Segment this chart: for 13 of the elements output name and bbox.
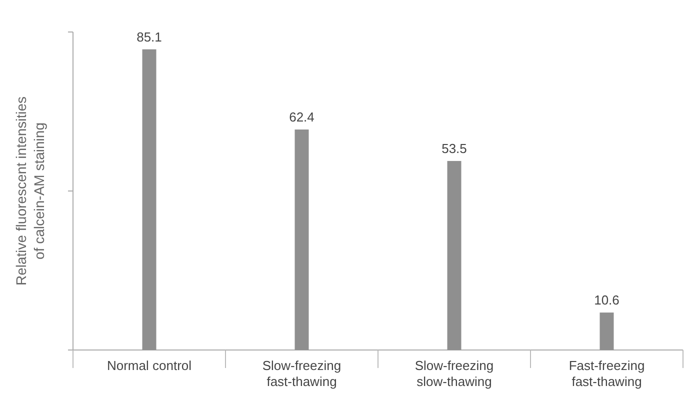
bar: [294, 130, 309, 350]
y-axis-title: Relative fluorescent intensities of calcein-AM staining: [13, 96, 47, 286]
bar: [142, 49, 156, 350]
x-tick-label: Fast-freezing fast-thawing: [568, 358, 645, 389]
bar: [600, 312, 614, 350]
data-label: 10.6: [594, 292, 620, 308]
x-tick-label: Slow-freezing slow-thawing: [414, 358, 494, 389]
data-label: 85.1: [136, 29, 162, 44]
x-tick-label: Normal control: [106, 358, 192, 373]
bar: [447, 160, 462, 350]
data-label: 53.5: [442, 140, 467, 156]
data-label: 62.4: [289, 110, 314, 125]
x-tick-label: Slow-freezing fast-thawing: [262, 358, 342, 389]
